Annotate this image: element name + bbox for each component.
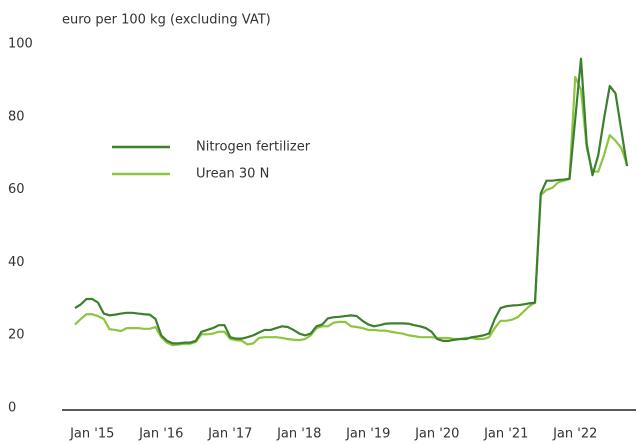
x-tick-label: Jan '20 bbox=[414, 427, 459, 442]
x-tick-label: Jan '15 bbox=[69, 427, 114, 442]
y-tick-label: 0 bbox=[8, 401, 16, 416]
y-tick-label: 20 bbox=[8, 328, 25, 343]
series-line bbox=[74, 57, 629, 345]
x-tick-label: Jan '18 bbox=[276, 427, 321, 442]
y-tick-label: 80 bbox=[8, 109, 25, 124]
y-tick-label: 40 bbox=[8, 255, 25, 270]
y-axis-label: euro per 100 kg (excluding VAT) bbox=[62, 13, 271, 28]
y-tick-label: 60 bbox=[8, 182, 25, 197]
x-tick-label: Jan '22 bbox=[552, 427, 597, 442]
y-tick-label: 100 bbox=[8, 37, 33, 52]
x-tick-label: Jan '21 bbox=[483, 427, 528, 442]
legend-label: Nitrogen fertilizer bbox=[196, 140, 311, 155]
x-tick-label: Jan '17 bbox=[207, 427, 252, 442]
x-tick-label: Jan '19 bbox=[345, 427, 390, 442]
legend-label: Urean 30 N bbox=[196, 167, 269, 182]
series-line bbox=[74, 75, 629, 347]
x-tick-label: Jan '16 bbox=[138, 427, 183, 442]
